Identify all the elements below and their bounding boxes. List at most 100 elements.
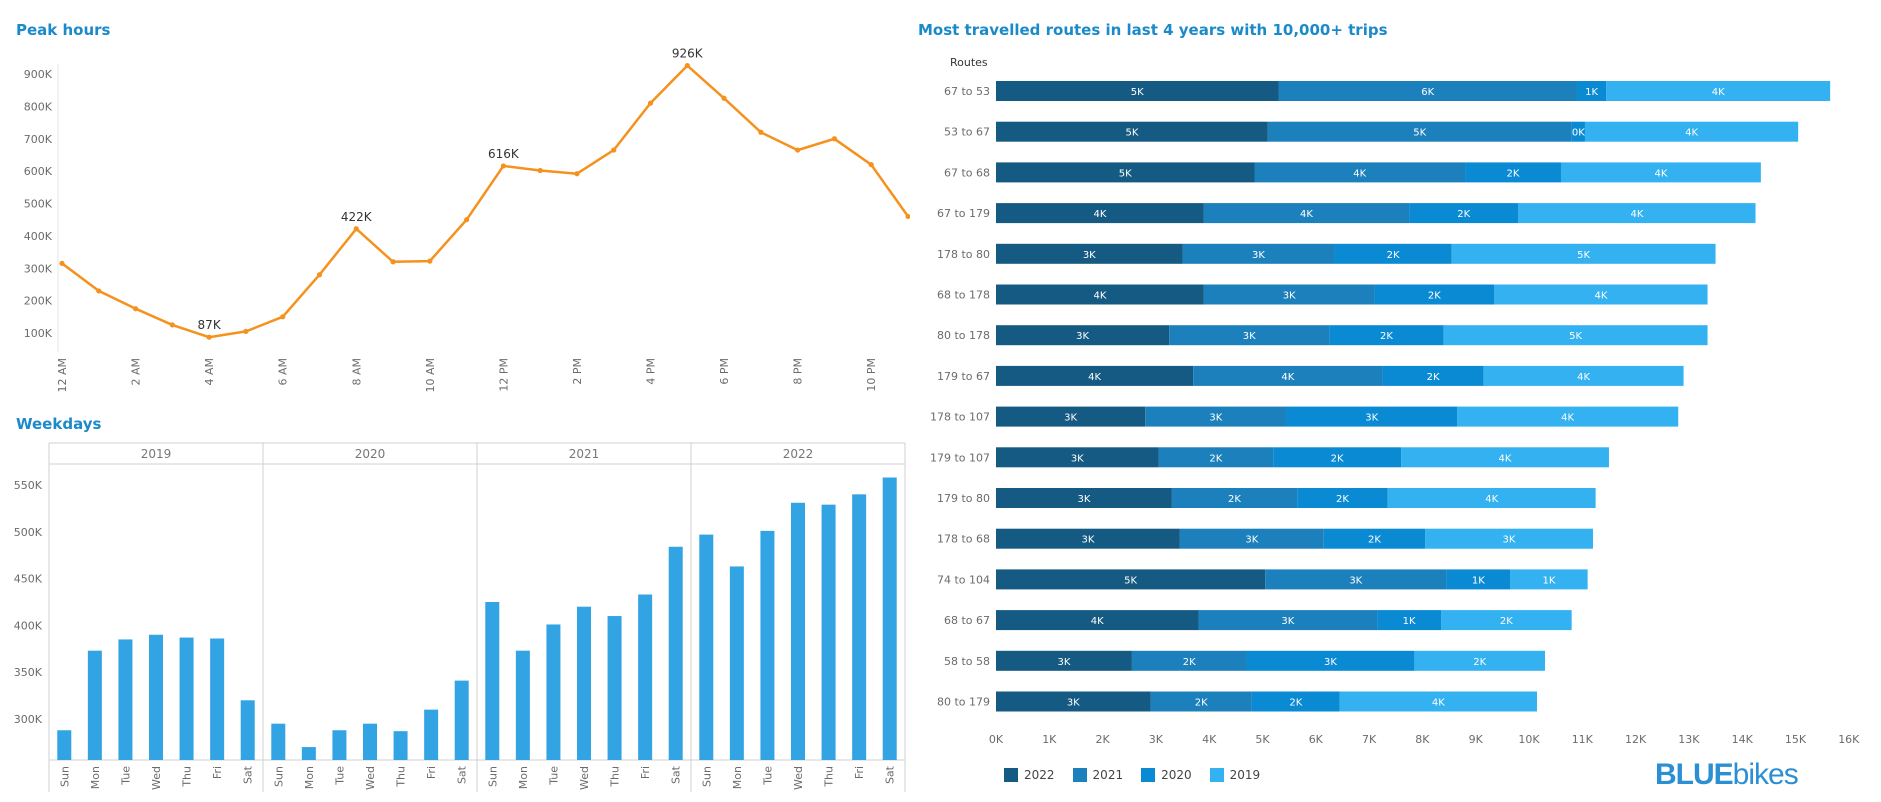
route-segment [1203,203,1410,224]
route-segment-label: 2K [1336,494,1349,505]
route-segment [1131,650,1247,671]
week-day-label: Tue [333,766,346,786]
peak-y-tick: 700K [24,133,53,146]
route-segment [996,528,1180,549]
route-segment-label: 3K [1057,657,1070,668]
route-segment-label: 2K [1289,698,1302,709]
route-segment [996,121,1268,142]
peak-point [574,171,580,177]
route-segment-label: 2K [1427,372,1440,383]
week-bar [821,504,836,760]
route-segment [996,406,1146,427]
legend-item-2022: 2022 [1004,768,1055,782]
route-segment [996,488,1172,508]
route-segment-label: 5K [1119,168,1132,179]
route-segment-label: 2K [1428,291,1441,302]
peak-point [647,100,654,106]
route-segment-label: 3K [1067,698,1080,709]
routes-chart: Routes 67 to 53 5K 6K 1K 4K 53 to 67 5K 5K 0K 4K 67… [930,56,1860,746]
week-day-label: Wed [792,766,805,790]
route-segment-label: 4K [1712,87,1725,98]
route-segment-label: 4K [1432,698,1445,709]
route-segment [996,203,1204,224]
week-bar [393,731,408,760]
peak-y-tick: 300K [24,262,53,275]
weekdays-title: Weekdays [16,415,102,433]
week-bar [57,730,72,760]
route-segment-label: 2K [1473,657,1486,668]
route-segment [1254,162,1466,183]
route-segment-label: 3K [1349,575,1362,586]
routes-x-tick: 11K [1572,733,1594,746]
peak-point [169,322,175,328]
legend-label-2021: 2021 [1092,768,1124,782]
route-segment [996,691,1151,712]
legend-label-2019: 2019 [1229,768,1261,782]
route-segment [996,284,1204,305]
peak-x-tick: 12 PM [497,358,510,392]
route-segment-label: 4K [1561,413,1574,424]
week-day-label: Sat [242,765,255,784]
route-segment [1425,528,1593,549]
route-segment [1494,284,1708,305]
week-bar [607,616,622,760]
route-segment-label: 4K [1281,372,1294,383]
week-year-header: 2021 [569,447,600,461]
route-label: 179 to 67 [937,370,990,383]
route-segment [1382,365,1484,386]
route-segment [1297,488,1388,508]
week-bar [882,477,897,760]
week-day-label: Sat [456,765,469,784]
route-label: 67 to 53 [944,85,990,98]
peak-x-tick: 6 PM [718,358,731,385]
route-segment [1483,365,1684,386]
route-segment [1323,528,1426,549]
route-segment-label: 2K [1380,331,1393,342]
route-segment [1387,488,1596,508]
route-segment-label: 4K [1485,494,1498,505]
route-segment [996,243,1183,264]
week-day-label: Thu [395,766,408,788]
route-segment [996,365,1194,386]
peak-point [96,288,102,294]
logo-part-blue: BLUE [1655,758,1734,791]
peak-line [61,63,910,339]
week-day-label: Sun [58,766,71,787]
peak-y-tick: 100K [24,327,53,340]
week-year-header: 2019 [141,447,172,461]
weekdays-chart: 300K 350K 400K 450K 500K 550K 2019 Sun Mon Tue Wed… [14,442,906,792]
route-segment [1329,325,1444,346]
peak-y-tick: 900K [24,68,53,81]
route-segment [1414,650,1545,671]
route-segment-label: 2K [1457,209,1470,220]
peak-y-tick: 200K [24,295,53,308]
week-y-tick: 400K [14,619,43,632]
peak-point [243,328,249,334]
route-segment [1179,528,1324,549]
route-label: 53 to 67 [944,126,990,139]
routes-legend: 2022 2021 2020 2019 [1004,768,1260,782]
route-label: 179 to 80 [937,492,990,505]
legend-item-2021: 2021 [1072,768,1124,782]
peak-point [206,334,212,340]
route-segment-label: 3K [1245,535,1258,546]
peak-point [905,213,910,220]
route-segment-label: 3K [1281,616,1294,627]
route-segment [1171,488,1298,508]
peak-annotation: 926K [672,47,704,61]
route-segment [1443,325,1708,346]
routes-x-tick: 8K [1415,733,1430,746]
route-segment-label: 2K [1331,453,1344,464]
routes-title: Most travelled routes in last 4 years wi… [918,21,1388,39]
week-bar [638,594,653,760]
route-segment-label: 3K [1064,413,1077,424]
route-segment-label: 3K [1209,413,1222,424]
peak-point [427,258,433,264]
route-segment-label: 4K [1300,209,1313,220]
route-segment-label: 4K [1577,372,1590,383]
route-segment-label: 4K [1093,291,1106,302]
week-day-label: Tue [119,766,132,786]
peak-point [464,217,470,223]
week-bar [546,624,561,760]
route-segment [1518,203,1756,224]
